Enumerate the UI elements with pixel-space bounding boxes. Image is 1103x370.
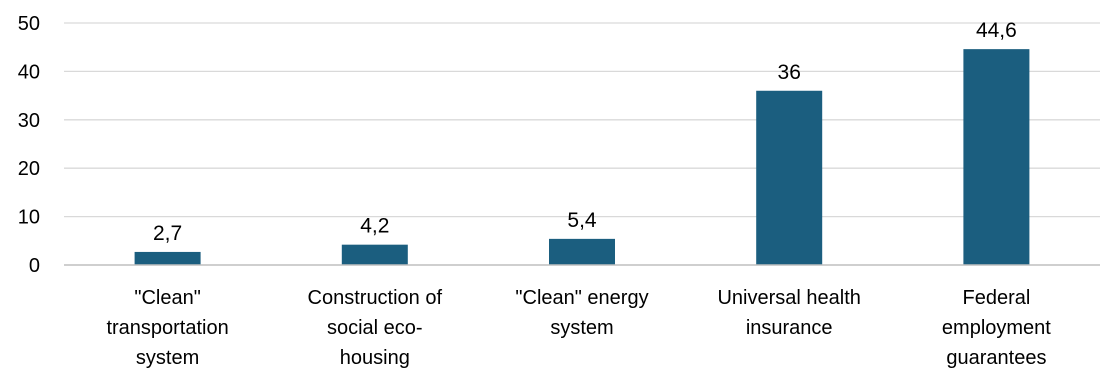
x-tick-label: Federal employment guarantees (942, 287, 1051, 369)
bar (963, 49, 1030, 265)
x-tick-label-line: "Clean" (134, 287, 200, 309)
y-tick-label: 50 (18, 13, 40, 35)
x-tick-label: "Clean" energy system (515, 287, 648, 339)
x-tick-label-line: insurance (746, 317, 833, 339)
x-tick-label-line: employment (942, 317, 1051, 339)
x-tick-label-line: Federal (962, 287, 1030, 309)
bar (134, 251, 201, 265)
data-label: 2,7 (153, 222, 182, 245)
x-tick-label-line: "Clean" energy (515, 287, 648, 309)
y-tick-label: 30 (18, 110, 40, 132)
x-tick-label-line: housing (340, 347, 410, 369)
data-label: 36 (778, 61, 801, 84)
x-tick-label-line: social eco- (327, 317, 423, 339)
bar (549, 238, 615, 265)
x-axis: "Clean" transportation system Construction … (64, 264, 1100, 369)
x-tick-label: Construction of social eco-housing (308, 287, 443, 369)
bars (134, 49, 1030, 265)
x-tick-label-line: transportation (106, 317, 228, 339)
y-tick-label: 40 (18, 61, 40, 83)
x-tick-label-line: system (136, 347, 199, 369)
y-axis: 0 10 20 30 40 50 (18, 13, 40, 277)
y-tick-label: 20 (18, 158, 40, 180)
y-tick-label: 10 (18, 207, 40, 229)
data-label: 4,2 (360, 215, 389, 238)
x-tick-label-line: system (550, 317, 613, 339)
data-label: 5,4 (567, 209, 597, 232)
x-tick-label-line: guarantees (946, 347, 1046, 369)
x-tick-label: Universal health insurance (717, 287, 860, 339)
gridlines (64, 22, 1100, 218)
bar (341, 244, 408, 265)
x-tick-label: "Clean" transportation system (106, 287, 228, 369)
x-tick-label-line: Universal health (717, 287, 860, 309)
x-tick-label-line: Construction of (308, 287, 443, 309)
data-labels: 2,7 4,2 5,4 36 44,6 (153, 19, 1017, 245)
data-label: 44,6 (976, 19, 1017, 42)
bar (756, 90, 823, 265)
y-tick-label: 0 (29, 255, 40, 277)
